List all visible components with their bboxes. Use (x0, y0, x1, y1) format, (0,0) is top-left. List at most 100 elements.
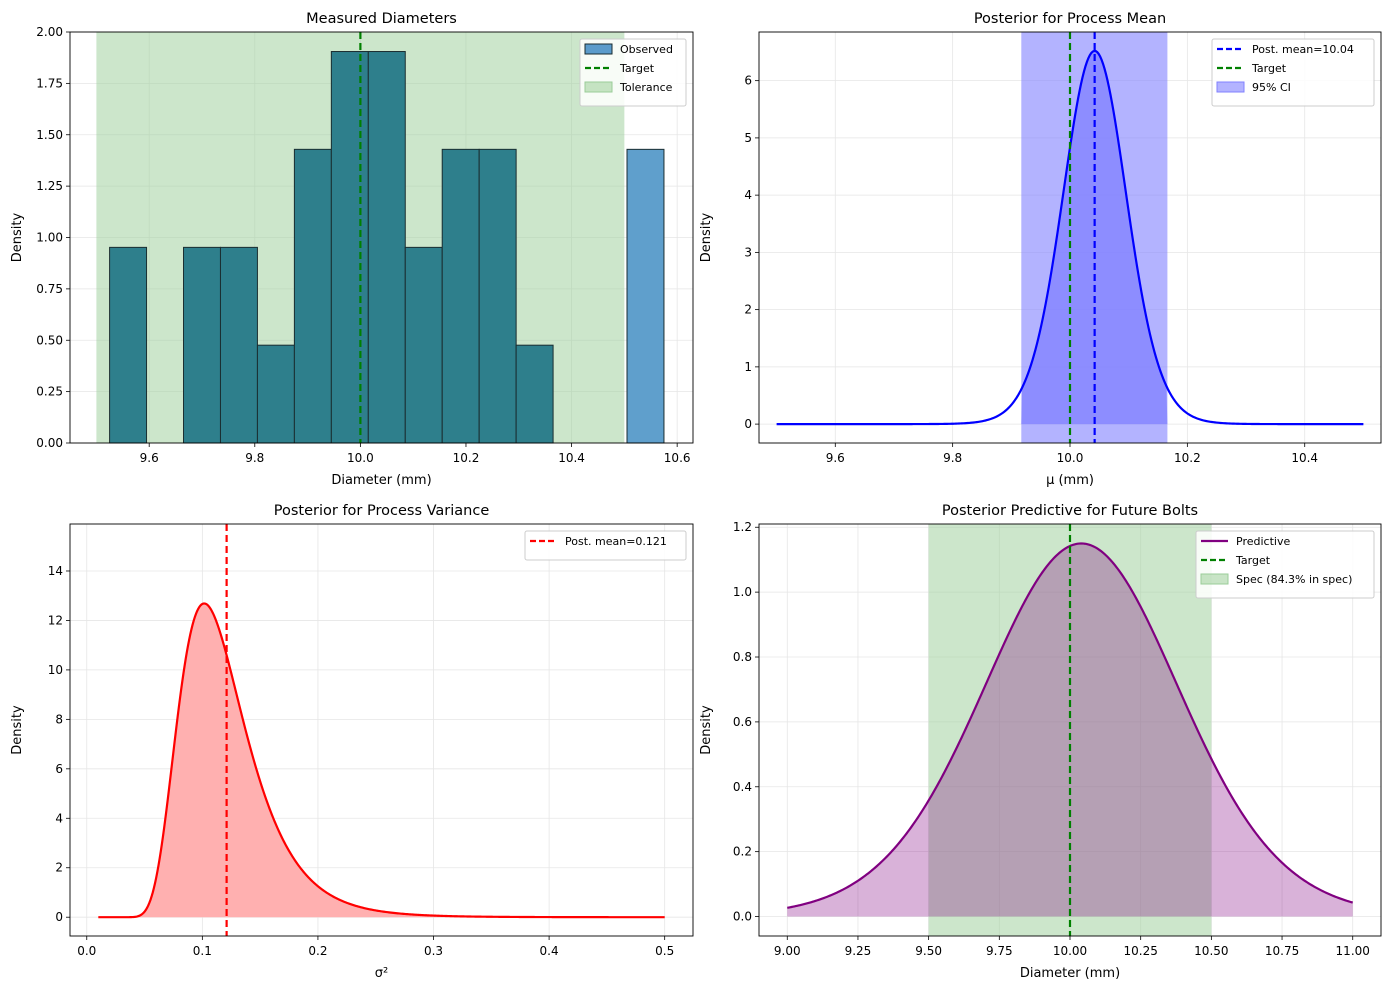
y-tick-label: 4 (744, 188, 752, 202)
chart-title: Posterior for Process Mean (974, 11, 1166, 27)
legend-swatch-observed (584, 43, 613, 55)
x-tick-label: 0.3 (424, 944, 443, 958)
x-tick-label: 10.0 (347, 451, 374, 465)
x-tick-label: 10.4 (558, 451, 585, 465)
x-tick-label: 9.00 (774, 944, 801, 958)
y-tick-label: 0.75 (36, 282, 63, 296)
histogram-bar (515, 344, 554, 444)
plot-frame (758, 31, 1382, 444)
legend: Post. mean=10.04 Target 95% CI (1211, 38, 1375, 107)
plot-frame (758, 523, 1382, 937)
x-axis-label: Diameter (mm) (1020, 966, 1120, 981)
x-tick-label: 0.1 (193, 944, 212, 958)
x-tick-label: 0.0 (77, 944, 96, 958)
y-tick-label: 1.75 (36, 76, 63, 90)
y-tick-label: 0.0 (733, 910, 752, 924)
x-axis-label: μ (mm) (1046, 473, 1094, 488)
panel-posterior-predictive: 9.00 9.25 9.50 9.75 10.00 10.25 10.50 10.75 11.0… (699, 503, 1382, 981)
y-tick-label: 1.50 (36, 128, 63, 142)
y-tick-label: 0.4 (733, 780, 752, 794)
y-tick-label: 2 (55, 861, 63, 875)
legend-swatch-tolerance (584, 81, 613, 93)
plot-frame (69, 31, 694, 444)
legend-entry-target: Target (1235, 554, 1271, 567)
legend-swatch-ci (1216, 81, 1245, 93)
legend-box (524, 530, 687, 561)
legend: Predictive Target Spec (84.3% in spec) (1195, 530, 1375, 599)
x-tick-label: 10.0 (1057, 451, 1084, 465)
y-tick-label: 4 (55, 811, 63, 825)
x-tick-label: 0.4 (540, 944, 559, 958)
histogram-bar (109, 246, 148, 444)
histogram-bar (367, 51, 406, 444)
chart-title: Posterior Predictive for Future Bolts (942, 503, 1198, 519)
histogram-bar (441, 148, 480, 444)
chart-title: Measured Diameters (306, 11, 457, 27)
legend: Post. mean=0.121 (524, 530, 687, 561)
y-tick-label: 5 (744, 131, 752, 145)
x-tick-label: 9.6 (140, 451, 159, 465)
x-tick-label: 9.75 (986, 944, 1013, 958)
y-tick-label: 1.0 (733, 585, 752, 599)
predictive-area (787, 543, 1353, 917)
histogram-bar (626, 148, 665, 444)
histogram-bar (478, 148, 517, 444)
y-tick-label: 0 (55, 910, 63, 924)
x-tick-label: 10.75 (1265, 944, 1299, 958)
x-tick-label: 10.25 (1124, 944, 1158, 958)
y-tick-label: 2 (744, 303, 752, 317)
x-tick-label: 10.4 (1291, 451, 1318, 465)
x-tick-label: 9.50 (915, 944, 942, 958)
legend: Observed Target Tolerance (579, 38, 687, 107)
y-tick-label: 0.2 (733, 845, 752, 859)
posterior-variance-curve (98, 602, 665, 919)
y-tick-label: 14 (48, 564, 63, 578)
x-tick-label: 10.2 (1174, 451, 1201, 465)
histogram-bar (183, 246, 221, 444)
x-tick-label: 10.2 (453, 451, 480, 465)
x-tick-label: 10.50 (1194, 944, 1228, 958)
y-tick-label: 0 (744, 417, 752, 431)
x-axis-label: σ² (375, 966, 388, 981)
legend-entry-target: Target (1251, 62, 1287, 75)
y-tick-label: 6 (744, 74, 752, 88)
y-tick-label: 0.25 (36, 385, 63, 399)
y-tick-label: 0.8 (733, 650, 752, 664)
legend-swatch-spec (1200, 573, 1229, 585)
y-axis-label: Density (699, 212, 714, 262)
histogram-bar (330, 51, 369, 444)
legend-entry-post-mean: Post. mean=10.04 (1252, 43, 1354, 56)
x-tick-label: 10.00 (1053, 944, 1087, 958)
y-tick-label: 3 (744, 245, 752, 259)
legend-entry-observed: Observed (620, 43, 673, 56)
y-tick-label: 0.50 (36, 333, 63, 347)
panel-measured-diameters: 9.6 9.8 10.0 10.2 10.4 10.6 0.00 0.25 0.50 0.75 1.… (10, 11, 694, 488)
y-axis-label: Density (10, 705, 25, 755)
legend-entry-predictive: Predictive (1236, 535, 1290, 548)
ci-area-under-curve (1021, 50, 1168, 425)
histogram-bar (404, 246, 443, 444)
panel-posterior-mean: 9.6 9.8 10.0 10.2 10.4 0 1 2 3 4 5 6 Posterior for … (699, 11, 1382, 488)
x-tick-label: 9.25 (845, 944, 872, 958)
legend-entry-ci: 95% CI (1252, 81, 1291, 94)
y-axis-label: Density (699, 705, 714, 755)
histogram-bar (219, 246, 258, 444)
y-tick-label: 1.25 (36, 179, 63, 193)
y-tick-label: 0.00 (36, 436, 63, 450)
x-tick-label: 9.8 (245, 451, 264, 465)
x-tick-label: 0.5 (655, 944, 674, 958)
histogram-bar (293, 148, 332, 444)
y-tick-label: 12 (48, 613, 63, 627)
y-tick-label: 1 (744, 360, 752, 374)
legend-entry-post-mean: Post. mean=0.121 (565, 535, 667, 548)
panel-posterior-variance: 0.0 0.1 0.2 0.3 0.4 0.5 0 2 4 6 8 10 12 14 Posterior … (10, 503, 694, 981)
y-axis-label: Density (10, 212, 25, 262)
legend-box (1211, 38, 1375, 107)
legend-entry-spec: Spec (84.3% in spec) (1236, 573, 1352, 586)
y-tick-label: 1.00 (36, 231, 63, 245)
x-tick-label: 9.8 (943, 451, 962, 465)
plot-frame (69, 523, 694, 937)
x-tick-label: 10.6 (664, 451, 691, 465)
legend-entry-tolerance: Tolerance (619, 81, 673, 94)
